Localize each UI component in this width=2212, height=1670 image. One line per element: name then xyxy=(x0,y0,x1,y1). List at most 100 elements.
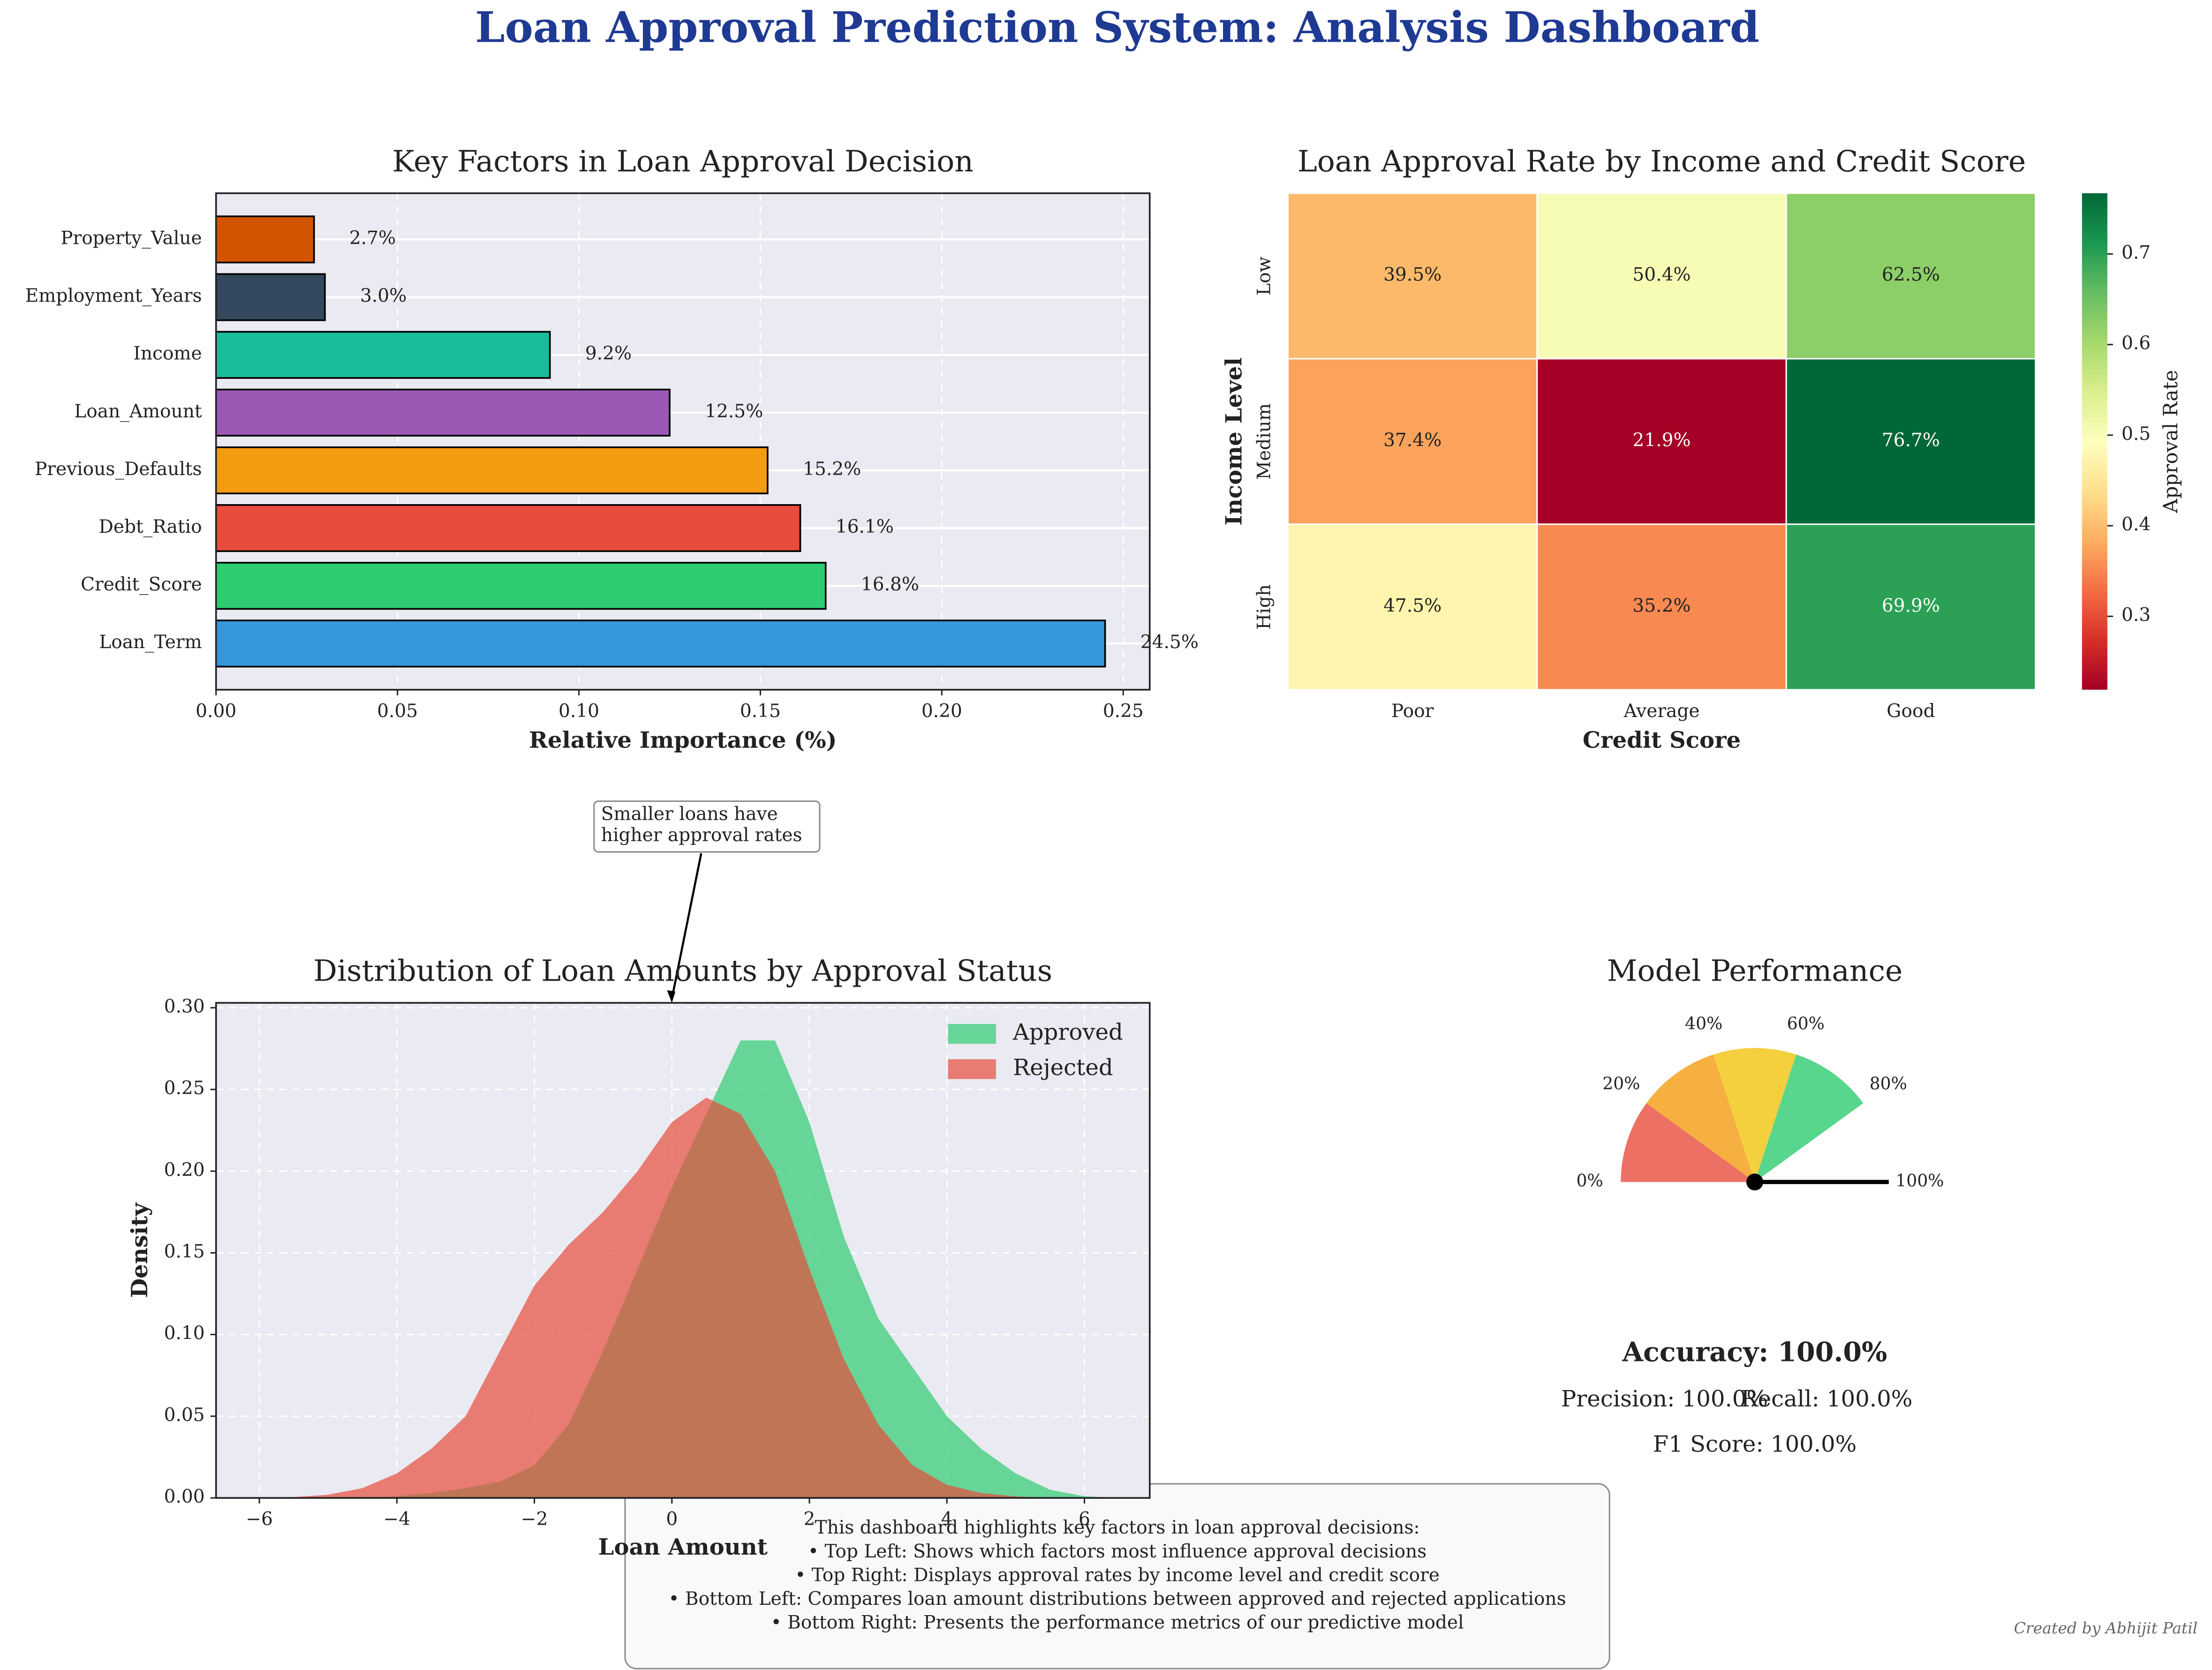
x-tick-label: −2 xyxy=(521,1509,548,1530)
colorbar-tick-label: 0.4 xyxy=(2121,514,2151,535)
x-tick-label: −6 xyxy=(246,1509,273,1530)
credit: Created by Abhijit Patil xyxy=(2014,1619,2197,1637)
bar xyxy=(215,331,551,379)
legend-swatch xyxy=(948,1024,996,1044)
gauge-tick-label: 0% xyxy=(1576,1171,1603,1191)
y-tick-label: 0.10 xyxy=(164,1323,205,1344)
y-axis-label: Density xyxy=(127,1202,153,1298)
accuracy-label: Accuracy: 100.0% xyxy=(1622,1336,1887,1368)
gauge-tick-label: 100% xyxy=(1895,1171,1944,1191)
y-tick-label: 0.20 xyxy=(164,1159,205,1180)
x-tick-label: 0.20 xyxy=(921,701,962,722)
bar xyxy=(215,620,1106,668)
note-line: • Bottom Left: Compares loan amount dist… xyxy=(668,1588,1566,1610)
colorbar-label: Approval Rate xyxy=(2159,370,2182,514)
y-tick-label: Medium xyxy=(1253,403,1275,480)
metric-label: Precision: 100.0% xyxy=(1561,1386,1768,1412)
gauge-tick-label: 20% xyxy=(1602,1074,1640,1094)
note-line: • Top Right: Displays approval rates by … xyxy=(795,1564,1440,1586)
value-label: 9.2% xyxy=(585,343,632,364)
colorbar-tick-label: 0.3 xyxy=(2121,605,2151,626)
y-tick-label: 0.25 xyxy=(164,1078,205,1099)
x-tick-label: Average xyxy=(1623,701,1700,722)
x-tick-label: 0.25 xyxy=(1103,701,1144,722)
x-tick-label: 0.15 xyxy=(740,701,781,722)
value-label: 12.5% xyxy=(705,401,763,422)
cell-label: 39.5% xyxy=(1383,264,1442,285)
bar xyxy=(215,215,315,264)
gauge-tick-label: 80% xyxy=(1870,1074,1907,1094)
cell-label: 50.4% xyxy=(1632,264,1691,285)
heatmap-cell xyxy=(1785,192,2037,360)
note-line: This dashboard highlights key factors in… xyxy=(815,1517,1420,1538)
heatmap-cell xyxy=(1536,192,1787,360)
x-axis-label: Relative Importance (%) xyxy=(529,727,837,753)
plot-frame xyxy=(215,1002,1151,1499)
bar xyxy=(215,446,769,494)
bar xyxy=(215,273,326,321)
legend-label: Rejected xyxy=(1013,1054,1113,1081)
heatmap-cell xyxy=(1287,358,1538,525)
y-axis-label: Income Level xyxy=(1221,357,1247,525)
x-tick-label: −4 xyxy=(383,1509,410,1530)
heatmap-cell xyxy=(1785,358,2037,525)
chart-title: Key Factors in Loan Approval Decision xyxy=(392,144,973,178)
gauge-segment xyxy=(1713,1048,1797,1182)
chart-title: Loan Approval Rate by Income and Credit … xyxy=(1298,144,2026,178)
x-axis-label: Loan Amount xyxy=(598,1534,768,1560)
plot-background xyxy=(216,193,1150,690)
y-tick-label: Previous_Defaults xyxy=(35,459,202,480)
legend-swatch xyxy=(948,1059,996,1079)
cell-label: 37.4% xyxy=(1383,430,1442,451)
chart-title: Distribution of Loan Amounts by Approval… xyxy=(313,953,1052,988)
cell-label: 47.5% xyxy=(1383,595,1442,616)
cell-label: 69.9% xyxy=(1882,595,1940,616)
gauge-hub xyxy=(1746,1173,1764,1191)
x-tick-label: 2 xyxy=(804,1509,815,1530)
annotation-arrow xyxy=(671,853,702,999)
density-area xyxy=(259,1097,1119,1498)
y-tick-label: High xyxy=(1253,584,1275,630)
value-label: 3.0% xyxy=(360,286,407,307)
annotation-text: Smaller loans have xyxy=(601,803,778,824)
colorbar-tick-label: 0.7 xyxy=(2121,242,2151,263)
x-tick-label: 6 xyxy=(1079,1509,1090,1530)
value-label: 15.2% xyxy=(803,459,861,480)
y-tick-label: Credit_Score xyxy=(81,574,202,595)
heatmap-cell xyxy=(1287,523,1538,691)
annotation-text: higher approval rates xyxy=(601,825,802,846)
colorbar-tick-label: 0.6 xyxy=(2121,333,2151,354)
y-tick-label: Employment_Years xyxy=(25,286,202,307)
cell-label: 35.2% xyxy=(1632,595,1691,616)
y-tick-label: Property_Value xyxy=(60,228,202,249)
plot-frame xyxy=(215,192,1151,691)
note-line: • Top Left: Shows which factors most inf… xyxy=(808,1541,1427,1562)
metric-label: F1 Score: 100.0% xyxy=(1653,1431,1857,1457)
bar xyxy=(215,388,671,437)
x-tick-label: 0.00 xyxy=(196,701,236,722)
bar xyxy=(215,562,827,610)
heatmap-cell xyxy=(1536,523,1787,691)
gauge-segment xyxy=(1621,1103,1755,1182)
y-tick-label: 0.05 xyxy=(164,1405,205,1426)
cell-label: 76.7% xyxy=(1882,430,1940,451)
cell-label: 21.9% xyxy=(1632,430,1691,451)
metric-label: Recall: 100.0% xyxy=(1741,1386,1912,1412)
cell-label: 62.5% xyxy=(1882,264,1940,285)
x-tick-label: 0.05 xyxy=(377,701,418,722)
value-label: 16.1% xyxy=(836,516,894,537)
legend-label: Approved xyxy=(1012,1019,1123,1045)
gauge-segment xyxy=(1646,1054,1755,1182)
gauge-tick-label: 60% xyxy=(1787,1014,1825,1034)
annotation-box xyxy=(593,800,821,853)
y-tick-label: 0.15 xyxy=(164,1241,205,1262)
chart-title: Model Performance xyxy=(1607,953,1902,988)
x-axis-label: Credit Score xyxy=(1583,727,1741,753)
gauge-segment xyxy=(1754,1054,1864,1182)
value-label: 16.8% xyxy=(861,574,919,595)
x-tick-label: Good xyxy=(1887,701,1935,722)
value-label: 2.7% xyxy=(349,228,396,249)
x-tick-label: 0.10 xyxy=(559,701,599,722)
y-tick-label: Loan_Amount xyxy=(74,401,202,422)
